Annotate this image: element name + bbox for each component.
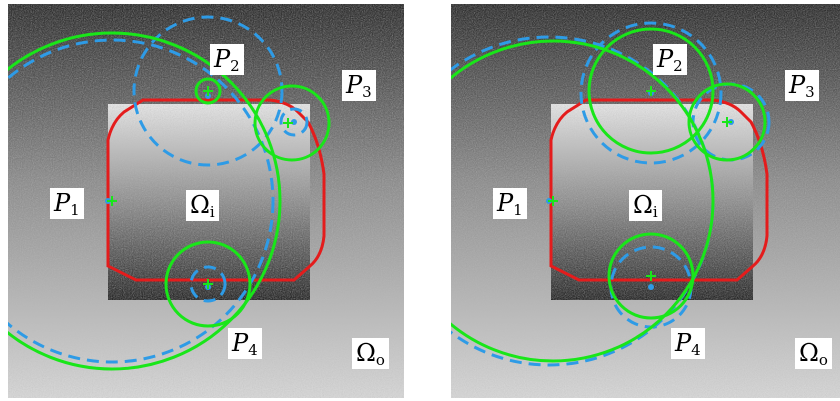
label-p4: P4 <box>228 328 262 359</box>
label-omega-i: Ωi <box>186 190 219 221</box>
panel-right: P2 P3 P1 Ωi P4 Ωo <box>451 4 840 398</box>
label-omega-o: Ωo <box>352 338 389 369</box>
panel-left: P2 P3 P1 Ωi P4 Ωo <box>8 4 404 398</box>
label-p2: P2 <box>653 44 687 75</box>
label-omega-i: Ωi <box>629 190 662 221</box>
label-p3: P3 <box>785 70 819 101</box>
label-p2: P2 <box>210 44 244 75</box>
label-p4: P4 <box>671 328 705 359</box>
label-p3: P3 <box>342 70 376 101</box>
label-p1: P1 <box>493 188 527 219</box>
label-omega-o: Ωo <box>795 338 832 369</box>
blue-center-p4 <box>648 284 654 290</box>
label-p1: P1 <box>50 188 84 219</box>
